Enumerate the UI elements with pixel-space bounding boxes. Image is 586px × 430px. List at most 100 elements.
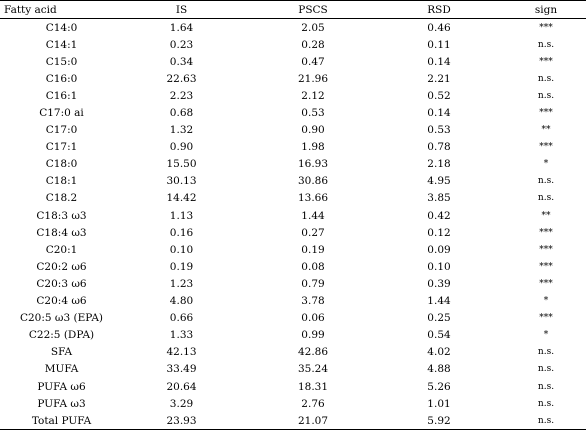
fatty-acid-cell: C16:0 — [45, 72, 78, 85]
rsd-value-cell: 0.14 — [427, 107, 451, 120]
pscs-value-cell: 0.47 — [301, 55, 325, 68]
pscs-value-cell: 0.28 — [301, 38, 325, 51]
rsd-value-cell: 4.95 — [427, 175, 451, 188]
rsd-value-cell: 0.09 — [427, 243, 451, 256]
sign-cell: n.s. — [537, 347, 555, 358]
is-value-cell: 0.68 — [169, 107, 194, 120]
is-value-cell: 1.64 — [169, 21, 194, 34]
sign-cell: * — [543, 330, 549, 341]
pscs-value-cell: 1.44 — [301, 209, 325, 222]
fatty-acid-cell: C17:1 — [45, 141, 78, 154]
fatty-acid-cell: C16:1 — [45, 89, 78, 102]
sign-cell: n.s. — [537, 381, 555, 392]
sign-cell: n.s. — [537, 176, 555, 187]
rsd-value-cell: 1.01 — [427, 397, 451, 410]
table-row: C15:0 0.34 0.47 0.14 *** — [0, 53, 586, 70]
rsd-value-cell: 0.46 — [427, 21, 451, 34]
sign-cell: *** — [539, 56, 553, 67]
table-row: C22:5 (DPA) 1.33 0.99 0.54 * — [0, 327, 586, 344]
fatty-acid-cell: C22:5 (DPA) — [28, 329, 95, 342]
table-row: C16:0 22.63 21.96 2.21 n.s. — [0, 70, 586, 87]
sign-cell: n.s. — [537, 398, 555, 409]
table-row: SFA 42.13 42.86 4.02 n.s. — [0, 344, 586, 361]
header-is: IS — [123, 0, 258, 19]
fatty-acid-cell: C18.2 — [45, 192, 78, 205]
fatty-acid-cell: C14:1 — [45, 38, 78, 51]
fatty-acid-cell: C14:0 — [45, 21, 78, 34]
is-value-cell: 0.19 — [169, 260, 194, 273]
pscs-value-cell: 42.86 — [297, 346, 329, 359]
pscs-value-cell: 35.24 — [297, 363, 329, 376]
rsd-value-cell: 0.78 — [427, 141, 451, 154]
rsd-value-cell: 0.42 — [427, 209, 451, 222]
is-value-cell: 30.13 — [166, 175, 197, 188]
fatty-acid-cell: C17:0 — [45, 124, 78, 137]
pscs-value-cell: 0.90 — [301, 124, 325, 137]
sign-cell: n.s. — [537, 193, 555, 204]
is-value-cell: 1.32 — [169, 124, 194, 137]
table-row: C16:1 2.23 2.12 0.52 n.s. — [0, 87, 586, 104]
sign-cell: *** — [539, 22, 553, 33]
fatty-acid-cell: C18:3 ω3 — [36, 209, 87, 222]
pscs-value-cell: 13.66 — [297, 192, 329, 205]
table-row: MUFA 33.49 35.24 4.88 n.s. — [0, 361, 586, 378]
rsd-value-cell: 5.26 — [427, 380, 451, 393]
pscs-value-cell: 1.98 — [301, 141, 325, 154]
sign-cell: ** — [541, 210, 551, 221]
rsd-value-cell: 0.52 — [427, 89, 451, 102]
fatty-acid-cell: C18:1 — [45, 175, 78, 188]
is-value-cell: 0.34 — [169, 55, 194, 68]
rsd-value-cell: 0.25 — [427, 312, 451, 325]
pscs-value-cell: 0.99 — [301, 329, 325, 342]
rsd-value-cell: 1.44 — [427, 295, 451, 308]
rsd-value-cell: 0.11 — [427, 38, 451, 51]
is-value-cell: 22.63 — [166, 72, 197, 85]
rsd-value-cell: 4.02 — [427, 346, 451, 359]
fatty-acid-cell: C20:3 ω6 — [36, 277, 87, 290]
pscs-value-cell: 2.05 — [301, 21, 325, 34]
table-row: C18.2 14.42 13.66 3.85 n.s. — [0, 190, 586, 207]
pscs-value-cell: 2.76 — [301, 397, 325, 410]
rsd-value-cell: 2.21 — [427, 72, 451, 85]
is-value-cell: 0.90 — [169, 141, 194, 154]
fatty-acid-cell: MUFA — [44, 363, 79, 376]
sign-cell: *** — [539, 227, 553, 238]
fatty-acid-cell: C18:4 ω3 — [36, 226, 87, 239]
fatty-acid-cell: C20:2 ω6 — [36, 260, 87, 273]
fatty-acid-cell: C20:1 — [45, 243, 78, 256]
sign-cell: n.s. — [537, 39, 555, 50]
is-value-cell: 0.23 — [169, 38, 194, 51]
fatty-acid-cell: SFA — [50, 346, 73, 359]
table-row: C17:1 0.90 1.98 0.78 *** — [0, 139, 586, 156]
rsd-value-cell: 0.54 — [427, 329, 451, 342]
is-value-cell: 33.49 — [166, 363, 197, 376]
pscs-value-cell: 0.53 — [301, 107, 325, 120]
fatty-acid-cell: C20:5 ω3 (EPA) — [19, 312, 104, 325]
table-row: C18:1 30.13 30.86 4.95 n.s. — [0, 173, 586, 190]
sign-cell: n.s. — [537, 73, 555, 84]
rsd-value-cell: 0.10 — [427, 260, 451, 273]
table-row: PUFA ω3 3.29 2.76 1.01 n.s. — [0, 395, 586, 412]
header-sign: sign — [506, 0, 586, 19]
is-value-cell: 20.64 — [166, 380, 197, 393]
is-value-cell: 42.13 — [166, 346, 197, 359]
table-header: Fatty acid IS PSCS RSD sign — [0, 0, 586, 19]
table-body: C14:0 1.64 2.05 0.46 *** C14:1 0.23 0.28 0.11 n.s… — [0, 19, 586, 430]
sign-cell: ** — [541, 125, 551, 136]
sign-cell: *** — [539, 278, 553, 289]
rsd-value-cell: 2.18 — [427, 158, 451, 171]
table-row: C17:0 ai 0.68 0.53 0.14 *** — [0, 104, 586, 121]
rsd-value-cell: 0.53 — [427, 124, 451, 137]
is-value-cell: 1.33 — [169, 329, 194, 342]
is-value-cell: 15.50 — [166, 158, 197, 171]
header-pscs: PSCS — [258, 0, 386, 19]
table-row: C18:3 ω3 1.13 1.44 0.42 ** — [0, 207, 586, 224]
fatty-acid-cell: C15:0 — [45, 55, 78, 68]
table-row: C14:1 0.23 0.28 0.11 n.s. — [0, 36, 586, 53]
pscs-value-cell: 0.79 — [301, 277, 325, 290]
header-row: Fatty acid IS PSCS RSD sign — [0, 0, 586, 19]
pscs-value-cell: 30.86 — [297, 175, 329, 188]
is-value-cell: 4.80 — [169, 295, 194, 308]
pscs-value-cell: 2.12 — [301, 89, 325, 102]
